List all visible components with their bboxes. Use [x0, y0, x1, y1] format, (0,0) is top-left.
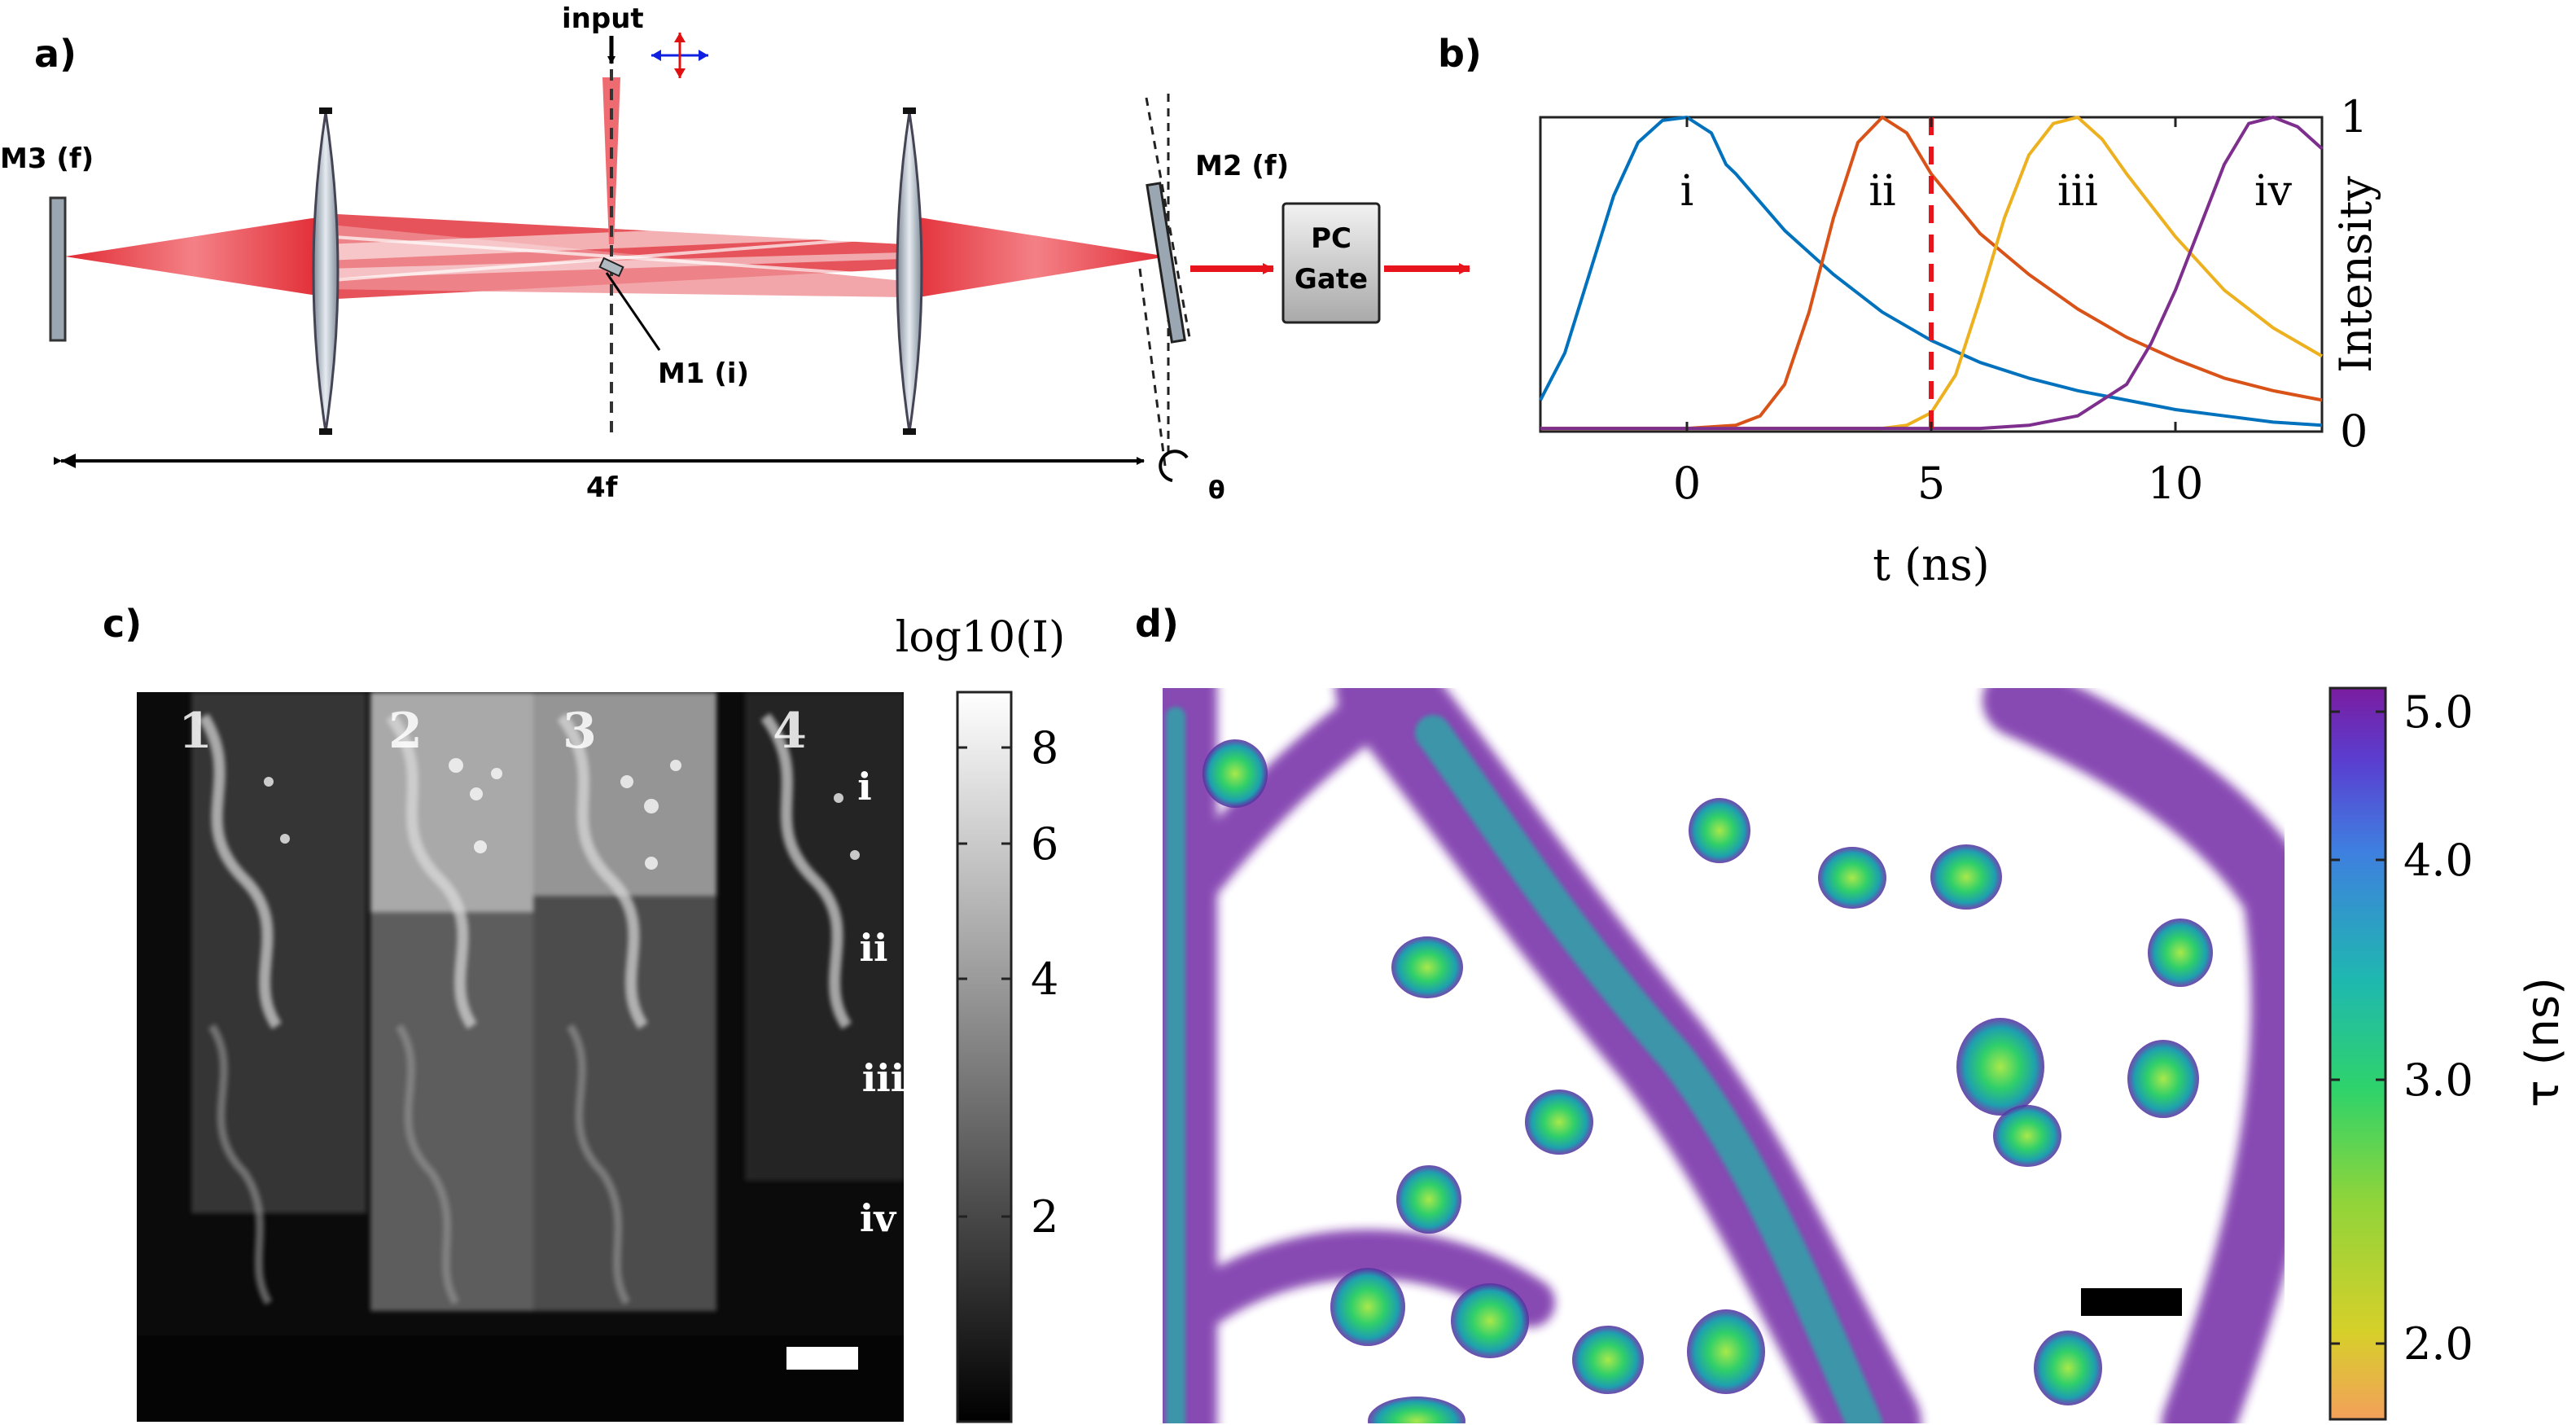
colorbar-d [2328, 686, 2387, 1421]
column-label-4: 4 [773, 703, 807, 760]
row-label-ii: ii [860, 926, 888, 970]
distance-label: 4f [586, 471, 619, 504]
chart-xlabel: t (ns) [1873, 539, 1990, 590]
colorbar-d-tick-4: 4.0 [2403, 835, 2473, 886]
panel-a-label: a) [34, 32, 77, 76]
scale-bar-c [786, 1347, 858, 1370]
row-label-iv: iv [860, 1196, 896, 1240]
input-beam [602, 77, 620, 244]
x-tick-label: 5 [1917, 458, 1945, 509]
colorbar-c-title: log10(I) [896, 613, 1066, 662]
colorbar-d-tick-5: 5.0 [2403, 686, 2473, 738]
image-c-row-labels: i ii iii iv [857, 765, 905, 1240]
series-label-ii: ii [1868, 167, 1895, 216]
mirror-m2 [1146, 182, 1186, 344]
series-label-iii: iii [2057, 167, 2098, 216]
mirror-m2-label: M2 (f) [1195, 150, 1289, 182]
series-line-iv [1540, 116, 2324, 431]
column-label-3: 3 [563, 703, 597, 760]
lens-right [896, 107, 923, 435]
lifetime-spots [1203, 739, 2213, 1423]
theta-label: θ [1208, 476, 1225, 505]
x-tick-label: 10 [2148, 458, 2204, 509]
chart-series-group [1539, 116, 2324, 431]
input-label: input [562, 2, 644, 35]
pc-gate-line1: PC [1311, 222, 1352, 255]
pc-gate-box [1281, 202, 1381, 324]
series-label-iv: iv [2254, 167, 2293, 216]
colorbar-c [956, 691, 1013, 1423]
colorbar-c-ticks: 8 6 4 2 [957, 722, 1058, 1243]
mirror-m3-label: M3 (f) [0, 142, 94, 175]
chart-series-labels: i ii iii iv [1680, 167, 2293, 216]
rotation-icon [1159, 449, 1189, 482]
series-line-i [1539, 116, 2323, 428]
row-label-iii: iii [862, 1056, 905, 1100]
panel-c-label: c) [103, 602, 142, 646]
y-tick-label: 1 [2340, 91, 2368, 142]
y-tick-label: 0 [2340, 406, 2368, 457]
x-tick-label: 0 [1673, 458, 1701, 509]
column-label-2: 2 [388, 703, 423, 760]
colorbar-d-ticks: 5.0 4.0 3.0 2.0 [2330, 686, 2473, 1370]
series-line-iii [1540, 116, 2324, 431]
mirror-m1-label: M1 (i) [658, 357, 749, 390]
polarization-icon [651, 33, 708, 78]
panel-c: c) [103, 602, 1066, 1423]
column-label-1: 1 [178, 703, 212, 760]
image-d-content [1163, 688, 2285, 1423]
panel-b-label: b) [1438, 32, 1482, 76]
colorbar-d-tick-3: 3.0 [2403, 1054, 2473, 1106]
row-label-i: i [857, 765, 871, 809]
series-line-ii [1540, 116, 2323, 431]
colorbar-d-label: τ (ns) [2517, 977, 2569, 1107]
lens-left [312, 107, 340, 435]
panel-d-label: d) [1135, 602, 1179, 646]
colorbar-c-tick-4: 4 [1031, 954, 1058, 1005]
m1-pointer [605, 272, 661, 351]
mirror-m3 [49, 196, 67, 342]
image-c-column-labels: 1 2 3 4 [178, 703, 807, 760]
chart-ticks-group: 0 5 10 0 1 [1673, 91, 2368, 509]
panel-d: d) [1135, 602, 2569, 1423]
series-label-i: i [1680, 167, 1694, 216]
panel-a: a) M3 (f) input [0, 2, 1470, 505]
m2-tilt-line-1 [1145, 97, 1192, 343]
colorbar-c-tick-2: 2 [1031, 1191, 1058, 1243]
mirror-m1 [598, 256, 624, 278]
scale-bar-d [2081, 1288, 2182, 1316]
pc-gate-line2: Gate [1295, 263, 1368, 296]
colorbar-d-tick-2: 2.0 [2403, 1318, 2473, 1370]
colorbar-c-tick-8: 8 [1031, 722, 1058, 774]
chart-ylabel: Intensity [2330, 176, 2381, 373]
colorbar-c-tick-6: 6 [1031, 818, 1058, 870]
image-c-content [137, 692, 904, 1422]
m2-tilt-line-3 [1138, 268, 1168, 473]
